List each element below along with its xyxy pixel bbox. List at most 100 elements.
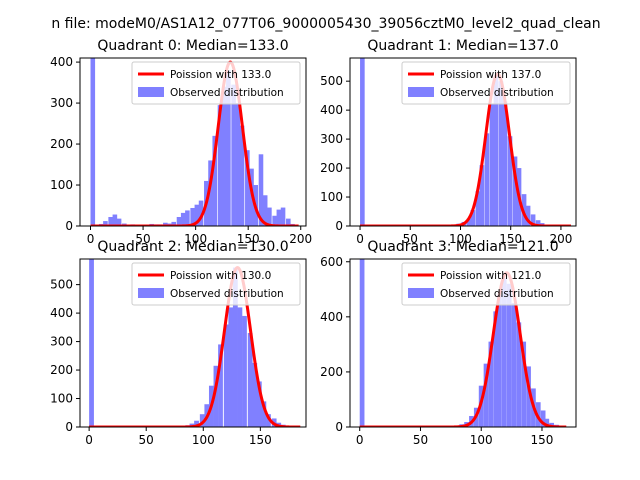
x-tick-label: 0 (356, 232, 364, 246)
histogram-bar (89, 259, 94, 427)
histogram-bar (208, 160, 213, 226)
histogram-bar (359, 259, 365, 427)
histogram-bar (198, 200, 204, 226)
histogram-bar (497, 294, 502, 427)
histogram-bar (516, 322, 522, 427)
histogram-bar (194, 204, 200, 226)
x-tick-label: 100 (470, 433, 493, 447)
histogram-bar (199, 414, 205, 427)
histogram-bar (493, 311, 499, 427)
legend-bars-label: Observed distribution (440, 87, 554, 99)
histogram-bar (479, 165, 485, 226)
histogram-bar (245, 150, 250, 226)
legend-bars-swatch (138, 87, 164, 97)
y-tick-label: 300 (320, 132, 343, 146)
y-tick-label: 300 (50, 335, 73, 349)
y-tick-label: 100 (320, 190, 343, 204)
histogram-bar (256, 381, 262, 427)
legend-curve-label: Poission with 137.0 (440, 69, 541, 81)
histogram-bar (180, 212, 186, 226)
histogram-bar (237, 307, 243, 427)
histogram-bar (103, 221, 108, 226)
histogram-bar (501, 278, 507, 427)
x-tick-label: 50 (403, 232, 418, 246)
histogram-bar (185, 210, 190, 226)
y-tick-label: 0 (335, 219, 343, 233)
histogram-bar (502, 101, 508, 226)
histogram-bar (360, 58, 365, 226)
histogram-bar (239, 125, 245, 226)
x-tick-label: 150 (499, 232, 522, 246)
quadrant-panels: 0 50 100 150 200 0 100 200 300 400 Quadrant 0: Med… (50, 38, 577, 447)
histogram-bar (498, 81, 504, 226)
histogram-bar (242, 315, 247, 427)
y-tick-label: 400 (320, 103, 343, 117)
histogram-bar (286, 218, 291, 226)
plot-title: Quadrant 1: Median=137.0 (367, 38, 558, 54)
histogram-bar (223, 324, 229, 427)
histogram-bar (231, 84, 236, 226)
histogram-bar (108, 216, 113, 226)
histogram-bar (512, 156, 518, 226)
quadrant-0-plot: 0 50 100 150 200 0 100 200 300 400 Quadrant 0: Med… (50, 38, 312, 246)
legend-box (401, 262, 571, 306)
histogram-bar (521, 341, 527, 427)
histogram-bar (163, 222, 168, 226)
x-tick-label: 50 (413, 433, 428, 447)
legend-bars-label: Observed distribution (170, 288, 284, 300)
histogram-bar (506, 283, 512, 427)
y-tick-label: 500 (320, 74, 343, 88)
legend-bars-label: Observed distribution (170, 87, 284, 99)
x-tick-label: 0 (87, 232, 95, 246)
legend-curve-label: Poission with 130.0 (170, 270, 271, 282)
x-tick-label: 200 (549, 232, 572, 246)
histogram-bar (267, 207, 272, 226)
plot-title: Quadrant 2: Median=130.0 (97, 239, 288, 255)
histogram-bar (226, 70, 231, 226)
legend: Poission with 133.0 Observed distribution (131, 61, 301, 105)
histogram-bar (466, 218, 472, 226)
histogram-bar (470, 210, 476, 226)
histogram-bar (221, 86, 227, 226)
poisson-curve (360, 72, 571, 226)
histogram-bar (217, 105, 223, 226)
y-tick-label: 0 (65, 219, 73, 233)
y-tick-label: 600 (320, 255, 343, 269)
histogram-bar (280, 207, 286, 226)
y-tick-label: 400 (50, 55, 73, 69)
legend: Poission with 130.0 Observed distribution (131, 262, 301, 306)
y-tick-label: 300 (50, 96, 73, 110)
histogram-bar (171, 221, 177, 226)
histogram-bar (530, 214, 536, 226)
legend-bars-label: Observed distribution (440, 288, 554, 300)
legend-bars-swatch (408, 288, 434, 298)
histogram-bar (218, 344, 223, 427)
histogram-bar (507, 136, 513, 226)
histogram-bar (212, 135, 218, 226)
x-tick-label: 150 (249, 433, 272, 447)
plot-title: Quadrant 3: Median=121.0 (367, 239, 558, 255)
y-tick-label: 500 (50, 278, 73, 292)
histogram-bar (526, 366, 531, 427)
legend-box (401, 61, 571, 105)
histogram-bars (89, 259, 295, 427)
histogram-bar (213, 365, 219, 427)
x-tick-label: 50 (139, 433, 154, 447)
histogram-bar (252, 362, 258, 427)
x-tick-label: 0 (356, 433, 364, 447)
x-tick-label: 50 (135, 232, 150, 246)
y-tick-label: 100 (50, 392, 73, 406)
histogram-bar (489, 104, 495, 226)
legend-curve-label: Poission with 121.0 (440, 270, 541, 282)
histogram-bar (112, 214, 118, 226)
figure-suptitle: n file: modeM0/AS1A12_077T06_9000005430_… (51, 16, 600, 32)
axes-frame (349, 258, 577, 428)
y-tick-label: 200 (320, 365, 343, 379)
histogram-bar (484, 133, 490, 226)
histogram-bar (488, 341, 494, 427)
legend-box (131, 262, 301, 306)
y-tick-label: 200 (320, 161, 343, 175)
histogram-bar (235, 103, 241, 226)
histogram-bar (176, 216, 182, 226)
